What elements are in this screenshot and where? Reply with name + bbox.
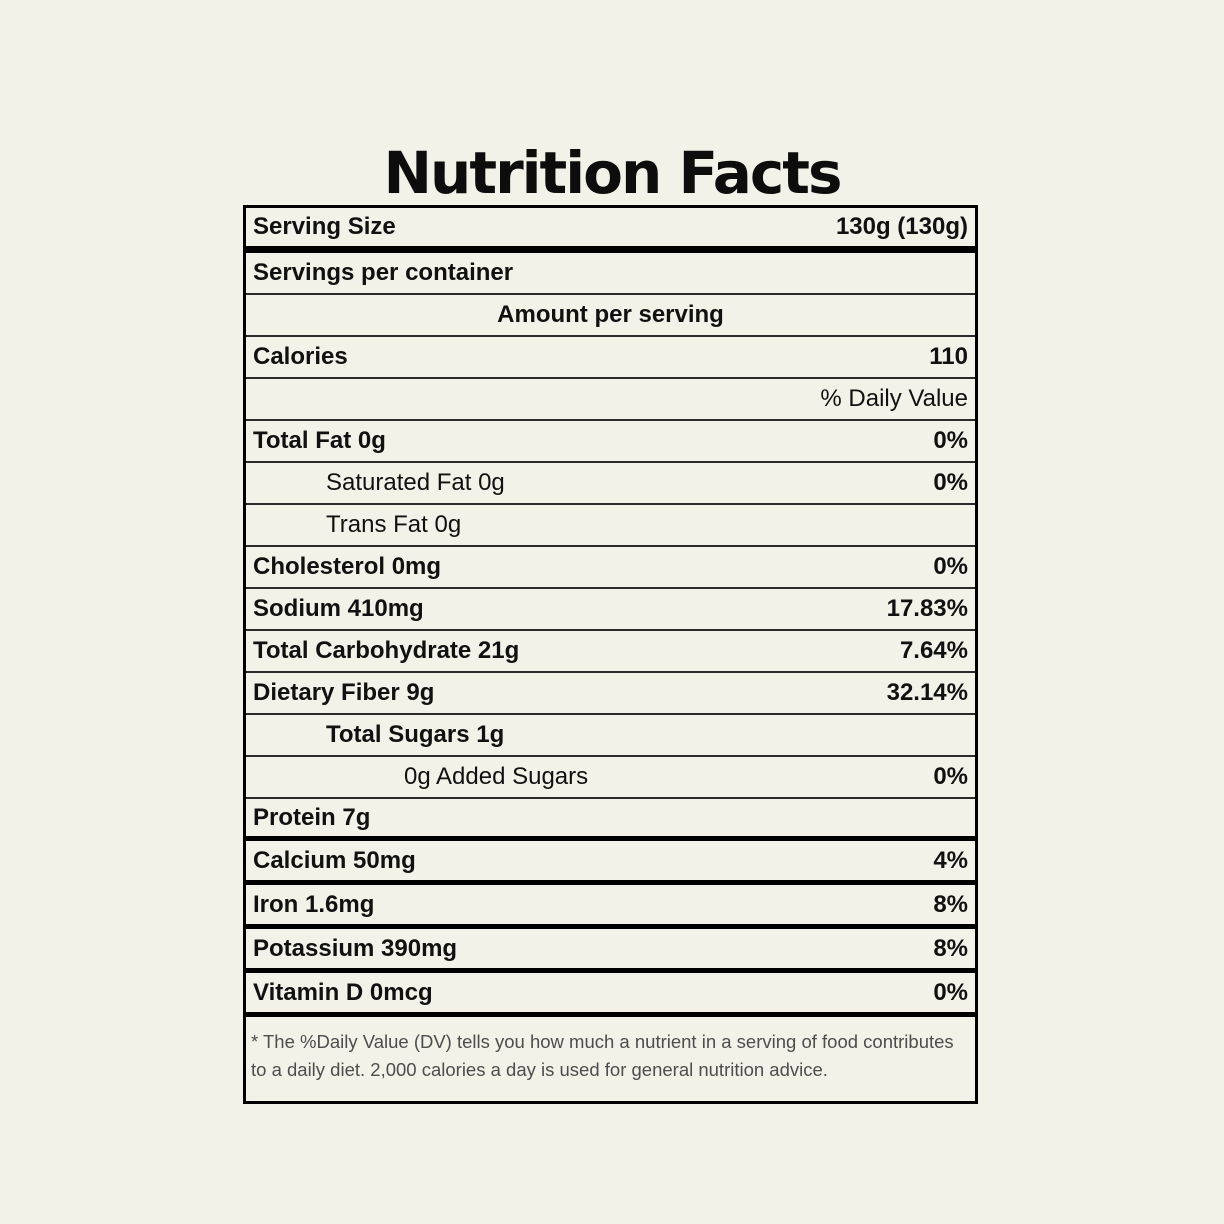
page-title: Nutrition Facts: [383, 138, 843, 207]
row-potassium: Potassium 390mg 8%: [246, 929, 975, 973]
iron-value: 8%: [933, 890, 968, 918]
sodium-label: Sodium 410mg: [253, 595, 424, 622]
total-fat-label: Total Fat 0g: [253, 427, 386, 454]
row-daily-value-header: % Daily Value: [246, 379, 975, 421]
total-fat-value: 0%: [933, 427, 968, 454]
row-vitamin-d: Vitamin D 0mcg 0%: [246, 973, 975, 1017]
saturated-fat-value: 0%: [933, 469, 968, 496]
row-saturated-fat: Saturated Fat 0g 0%: [246, 463, 975, 505]
daily-value-footnote: * The %Daily Value (DV) tells you how mu…: [251, 1031, 954, 1080]
row-dietary-fiber: Dietary Fiber 9g 32.14%: [246, 673, 975, 715]
row-iron: Iron 1.6mg 8%: [246, 885, 975, 929]
row-total-carbohydrate: Total Carbohydrate 21g 7.64%: [246, 631, 975, 673]
serving-size-label: Serving Size: [253, 213, 396, 240]
vitamin-d-value: 0%: [933, 978, 968, 1006]
row-sodium: Sodium 410mg 17.83%: [246, 589, 975, 631]
row-servings-per-container: Servings per container: [246, 253, 975, 295]
protein-label: Protein 7g: [253, 803, 371, 831]
daily-value-header-text: % Daily Value: [820, 385, 968, 412]
servings-per-container-label: Servings per container: [253, 259, 514, 286]
dietary-fiber-value: 32.14%: [886, 679, 968, 706]
row-calories: Calories 110: [246, 337, 975, 379]
serving-size-value: 130g (130g): [835, 213, 968, 240]
row-calcium: Calcium 50mg 4%: [246, 841, 975, 885]
iron-label: Iron 1.6mg: [253, 890, 375, 918]
total-carbohydrate-value: 7.64%: [899, 637, 968, 664]
row-total-sugars: Total Sugars 1g: [246, 715, 975, 757]
row-serving-size: Serving Size 130g (130g): [246, 208, 975, 253]
row-amount-per-serving: Amount per serving: [246, 295, 975, 337]
row-total-fat: Total Fat 0g 0%: [246, 421, 975, 463]
dietary-fiber-label: Dietary Fiber 9g: [253, 679, 435, 706]
sodium-value: 17.83%: [886, 595, 968, 622]
nutrition-facts-label: Serving Size 130g (130g) Servings per co…: [243, 205, 978, 1104]
row-protein: Protein 7g: [246, 799, 975, 841]
potassium-label: Potassium 390mg: [253, 934, 458, 962]
row-added-sugars: 0g Added Sugars 0%: [246, 757, 975, 799]
vitamin-d-label: Vitamin D 0mcg: [253, 978, 433, 1006]
cholesterol-value: 0%: [933, 553, 968, 580]
calcium-value: 4%: [933, 846, 968, 874]
cholesterol-label: Cholesterol 0mg: [253, 553, 442, 580]
amount-per-serving-label: Amount per serving: [497, 301, 724, 328]
calcium-label: Calcium 50mg: [253, 846, 416, 874]
total-sugars-label: Total Sugars 1g: [326, 721, 505, 748]
potassium-value: 8%: [933, 934, 968, 962]
added-sugars-value: 0%: [933, 763, 968, 790]
calories-label: Calories: [253, 343, 348, 370]
row-cholesterol: Cholesterol 0mg 0%: [246, 547, 975, 589]
total-carbohydrate-label: Total Carbohydrate 21g: [253, 637, 520, 664]
added-sugars-label: 0g Added Sugars: [404, 763, 589, 790]
saturated-fat-label: Saturated Fat 0g: [326, 469, 505, 496]
trans-fat-label: Trans Fat 0g: [326, 511, 462, 538]
calories-value: 110: [929, 343, 968, 370]
row-trans-fat: Trans Fat 0g: [246, 505, 975, 547]
